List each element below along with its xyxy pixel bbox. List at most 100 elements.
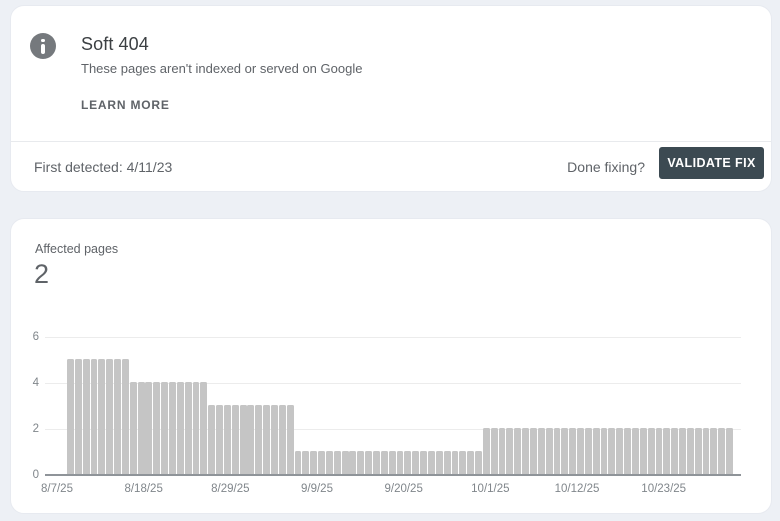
chart-bar[interactable] xyxy=(616,428,624,474)
chart-bar[interactable] xyxy=(302,451,310,474)
chart-bar[interactable] xyxy=(341,451,349,474)
chart-bar[interactable] xyxy=(380,451,388,474)
chart-bar[interactable] xyxy=(506,428,514,474)
chart-bar[interactable] xyxy=(710,428,718,474)
chart-bar[interactable] xyxy=(639,428,647,474)
chart-bar[interactable] xyxy=(608,428,616,474)
chart-bar[interactable] xyxy=(561,428,569,474)
chart-bar[interactable] xyxy=(365,451,373,474)
chart-bar[interactable] xyxy=(278,405,286,474)
chart-bar[interactable] xyxy=(435,451,443,474)
chart-bar[interactable] xyxy=(694,428,702,474)
chart-bar[interactable] xyxy=(169,382,176,474)
chart-bar[interactable] xyxy=(388,451,396,474)
chart-bar[interactable] xyxy=(200,382,208,474)
chart-bar[interactable] xyxy=(569,428,577,474)
chart-bar[interactable] xyxy=(137,382,145,474)
gridline xyxy=(45,337,741,338)
chart-bar[interactable] xyxy=(482,428,490,474)
chart-bar[interactable] xyxy=(184,382,192,474)
chart-bar[interactable] xyxy=(577,428,584,474)
chart-bar[interactable] xyxy=(655,428,663,474)
chart-bar[interactable] xyxy=(427,451,435,474)
info-icon-dot xyxy=(41,38,45,43)
chart-bar[interactable] xyxy=(325,451,333,474)
chart-bar[interactable] xyxy=(208,405,216,474)
chart-bar[interactable] xyxy=(553,428,561,474)
divider xyxy=(11,141,771,142)
chart-bar[interactable] xyxy=(121,359,129,474)
chart-bar[interactable] xyxy=(82,359,90,474)
x-axis-tick-label: 10/23/25 xyxy=(641,483,687,495)
info-icon xyxy=(30,33,56,59)
chart-bar[interactable] xyxy=(67,359,74,474)
chart-bar[interactable] xyxy=(106,359,114,474)
chart-bar[interactable] xyxy=(239,405,247,474)
chart-bar[interactable] xyxy=(176,382,184,474)
chart-bar[interactable] xyxy=(671,428,679,474)
chart-bar[interactable] xyxy=(514,428,522,474)
chart-bar[interactable] xyxy=(545,428,553,474)
chart-bar[interactable] xyxy=(467,451,475,474)
chart-bar[interactable] xyxy=(498,428,506,474)
chart-bar[interactable] xyxy=(310,451,318,474)
chart-bar[interactable] xyxy=(404,451,412,474)
chart-bar[interactable] xyxy=(451,451,459,474)
chart-bar[interactable] xyxy=(255,405,263,474)
chart-bar[interactable] xyxy=(459,451,467,474)
chart-bar[interactable] xyxy=(529,428,537,474)
chart-bar[interactable] xyxy=(153,382,161,474)
chart-bar[interactable] xyxy=(318,451,325,474)
chart-bar[interactable] xyxy=(631,428,639,474)
chart-bar[interactable] xyxy=(192,382,200,474)
chart-bar[interactable] xyxy=(145,382,153,474)
chart-bar[interactable] xyxy=(396,451,404,474)
y-axis-tick-label: 4 xyxy=(32,377,39,389)
x-axis-tick-label: 8/7/25 xyxy=(41,483,73,495)
chart-bar[interactable] xyxy=(420,451,427,474)
chart-bar[interactable] xyxy=(537,428,545,474)
chart-bar[interactable] xyxy=(592,428,600,474)
chart-bar[interactable] xyxy=(263,405,271,474)
chart-bar[interactable] xyxy=(294,451,302,474)
chart-bar[interactable] xyxy=(647,428,655,474)
chart-bar[interactable] xyxy=(114,359,121,474)
chart-bar[interactable] xyxy=(357,451,365,474)
chart-bar[interactable] xyxy=(663,428,671,474)
chart-bar[interactable] xyxy=(584,428,592,474)
chart-bar[interactable] xyxy=(333,451,341,474)
y-axis-tick-label: 0 xyxy=(32,469,39,481)
chart-bar[interactable] xyxy=(490,428,498,474)
chart-bar[interactable] xyxy=(129,382,137,474)
chart-bar[interactable] xyxy=(349,451,357,474)
x-axis-tick-label: 10/1/25 xyxy=(471,483,510,495)
chart-bar[interactable] xyxy=(161,382,169,474)
chart-bar[interactable] xyxy=(231,405,239,474)
chart-bar[interactable] xyxy=(90,359,98,474)
issue-detail-card: Soft 404 These pages aren't indexed or s… xyxy=(10,5,772,192)
chart-bar[interactable] xyxy=(271,405,278,474)
affected-pages-chart[interactable]: 6 4 2 0 8/7/25 8/18/25 8/29/25 9/9/25 9/20/25 10/… xyxy=(11,219,773,515)
chart-bar[interactable] xyxy=(475,451,482,474)
metric-value: 2 xyxy=(34,259,50,289)
chart-bar[interactable] xyxy=(247,405,255,474)
chart-bar[interactable] xyxy=(74,359,82,474)
chart-bar[interactable] xyxy=(98,359,106,474)
chart-bar[interactable] xyxy=(624,428,632,474)
chart-bar[interactable] xyxy=(443,451,451,474)
chart-bar[interactable] xyxy=(216,405,223,474)
validate-fix-button[interactable]: VALIDATE FIX xyxy=(659,147,764,179)
chart-bar[interactable] xyxy=(286,405,294,474)
y-axis-tick-label: 6 xyxy=(32,331,39,343)
chart-bar[interactable] xyxy=(223,405,231,474)
learn-more-link[interactable]: LEARN MORE xyxy=(81,98,170,112)
chart-bar[interactable] xyxy=(718,428,726,474)
chart-bar[interactable] xyxy=(726,428,734,474)
chart-bar[interactable] xyxy=(373,451,380,474)
chart-bar[interactable] xyxy=(702,428,710,474)
chart-bar[interactable] xyxy=(600,428,608,474)
chart-bar[interactable] xyxy=(679,428,686,474)
chart-bar[interactable] xyxy=(522,428,530,474)
chart-bar[interactable] xyxy=(412,451,420,474)
chart-bar[interactable] xyxy=(686,428,694,474)
